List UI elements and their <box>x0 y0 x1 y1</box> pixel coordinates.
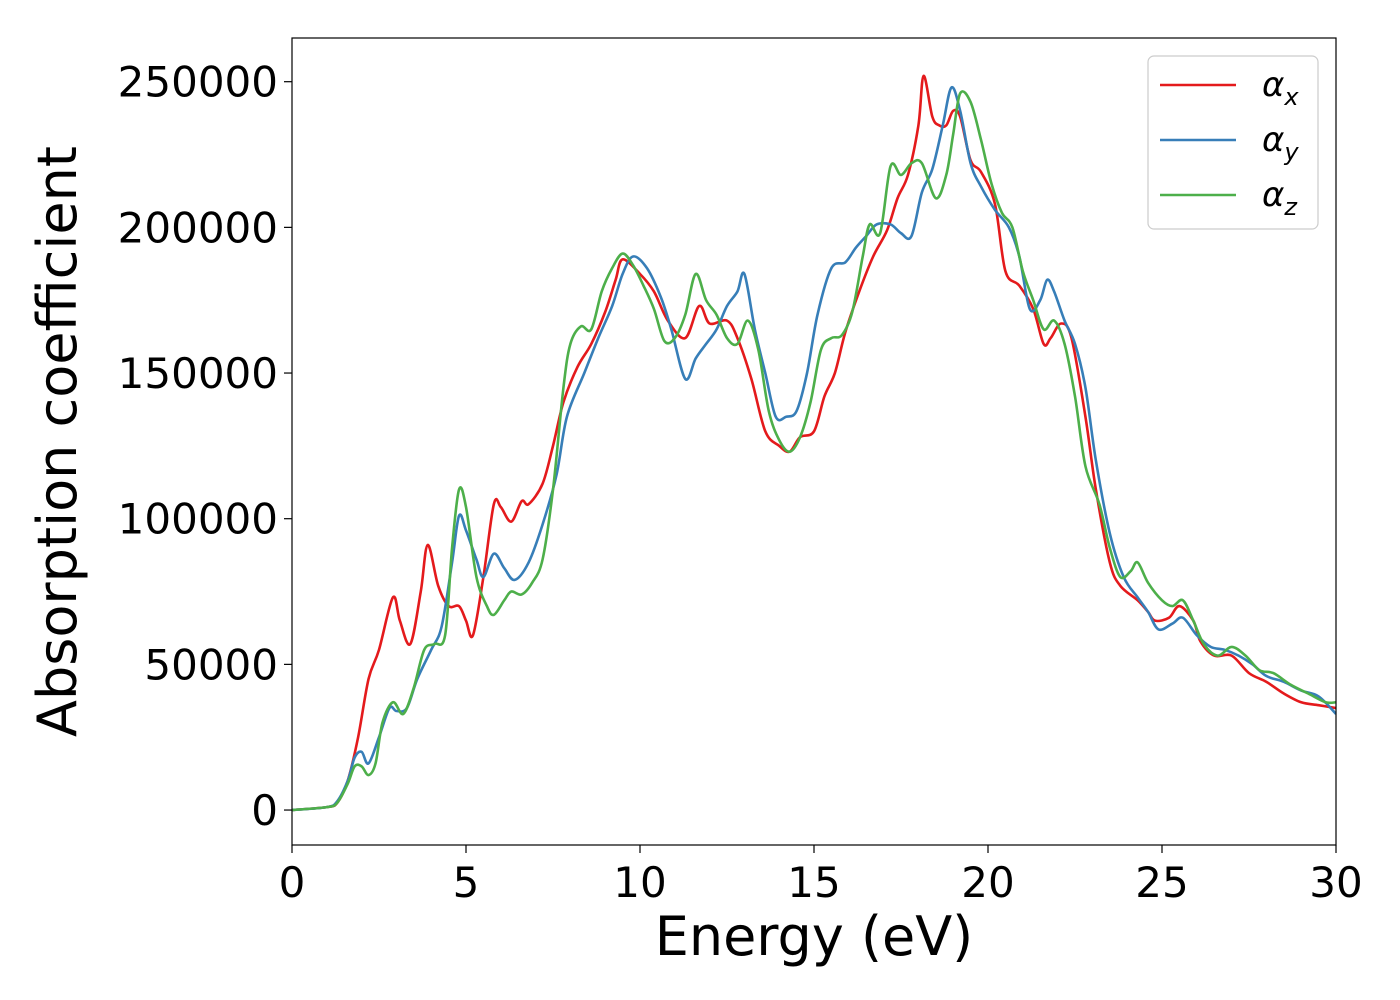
legend-label-alpha-x: αx <box>1262 65 1299 111</box>
y-tick-label: 150000 <box>118 349 278 398</box>
y-tick-label: 250000 <box>118 58 278 107</box>
y-tick-label: 100000 <box>118 495 278 544</box>
y-tick-label: 50000 <box>144 640 278 689</box>
y-axis-ticks: 0 50000 100000 150000 200000 250000 <box>118 58 292 835</box>
legend-box <box>1147 55 1319 230</box>
x-axis-ticks: 0 5 10 15 20 25 30 <box>279 845 1363 907</box>
plot-lines <box>292 74 1336 812</box>
legend: αx αy αz <box>1147 55 1319 230</box>
x-tick-label: 25 <box>1135 858 1188 907</box>
y-tick-label: 200000 <box>118 203 278 252</box>
y-axis-label: Absorption coefficient <box>26 146 89 737</box>
legend-label-alpha-y: αy <box>1262 120 1299 166</box>
x-tick-label: 15 <box>787 858 840 907</box>
series-line-alpha-x <box>292 74 1336 812</box>
legend-label-alpha-z: αz <box>1262 175 1298 221</box>
series-line-alpha-z <box>292 90 1336 812</box>
x-tick-label: 10 <box>613 858 666 907</box>
x-tick-label: 30 <box>1309 858 1362 907</box>
x-axis-label: Energy (eV) <box>655 905 974 968</box>
x-tick-label: 20 <box>961 858 1014 907</box>
x-tick-label: 5 <box>453 858 480 907</box>
y-tick-label: 0 <box>251 786 278 835</box>
x-tick-label: 0 <box>279 858 306 907</box>
